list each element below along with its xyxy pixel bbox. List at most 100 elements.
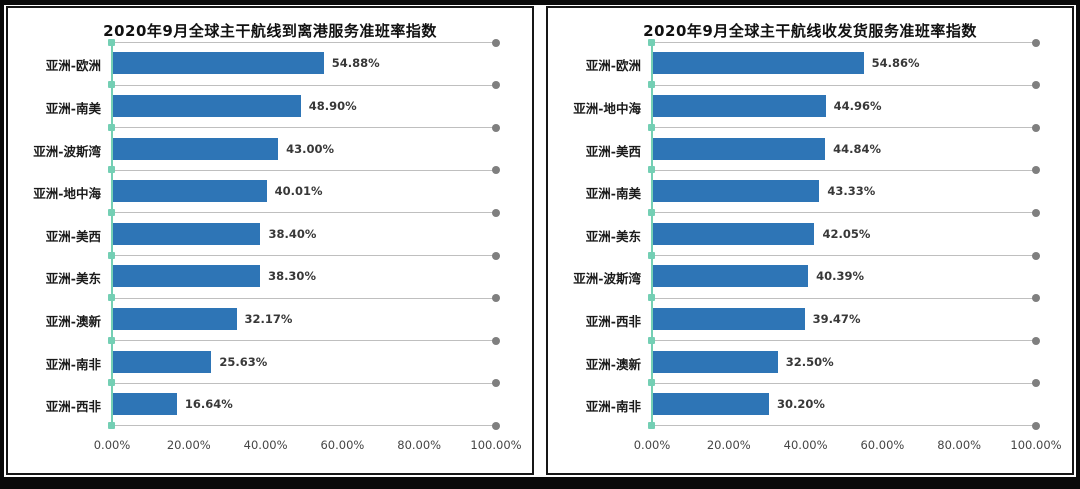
x-axis-tick-label: 0.00%	[633, 438, 671, 453]
gridline-end-dot	[492, 38, 500, 47]
y-axis-line	[111, 42, 113, 426]
gridline	[648, 123, 1040, 132]
value-label: 40.39%	[816, 269, 864, 284]
gridline	[108, 166, 500, 175]
y-axis-line	[651, 42, 653, 426]
category-label: 亚洲-美东	[45, 271, 101, 287]
gridline	[648, 336, 1040, 345]
gridline	[108, 336, 500, 345]
value-label: 38.30%	[268, 269, 316, 284]
gridline	[648, 251, 1040, 260]
bar	[113, 265, 261, 288]
category-label: 亚洲-美西	[45, 228, 101, 244]
category-label: 亚洲-南美	[585, 186, 641, 202]
category-label: 亚洲-地中海	[573, 100, 641, 116]
right-chart-plot: 亚洲-欧洲 54.86% 亚洲-地中海 44.96% 亚洲-美西 44.84% 亚洲-南美 4…	[548, 38, 1072, 473]
gridline-end-dot	[1032, 38, 1040, 47]
bar	[113, 222, 261, 245]
bar	[113, 94, 301, 117]
bar	[653, 393, 769, 416]
gridline-end-dot	[1032, 421, 1040, 430]
gridline-end-dot	[492, 421, 500, 430]
value-label: 44.84%	[833, 141, 882, 156]
gridline-end-dot	[1032, 81, 1040, 90]
gridline	[648, 294, 1040, 303]
category-label: 亚洲-澳新	[585, 356, 641, 372]
gridline-end-dot	[492, 166, 500, 175]
value-label: 39.47%	[812, 311, 861, 326]
x-axis-tick-label: 20.00%	[706, 438, 751, 453]
category-label: 亚洲-欧洲	[585, 58, 641, 74]
x-axis-tick-label: 0.00%	[93, 438, 131, 453]
left-chart-plot: 亚洲-欧洲 54.88% 亚洲-南美 48.90% 亚洲-波斯湾 43.00% 亚洲-地中海…	[8, 38, 532, 473]
gridline-end-dot	[1032, 251, 1040, 260]
category-label: 亚洲-地中海	[33, 186, 101, 202]
gridline-end-dot	[1032, 294, 1040, 303]
value-label: 30.20%	[776, 397, 825, 412]
bar	[653, 180, 820, 203]
gridline-end-dot	[492, 379, 500, 388]
category-label: 亚洲-澳新	[45, 313, 101, 329]
bar	[653, 94, 826, 117]
bar	[113, 350, 212, 373]
bar	[653, 137, 826, 160]
gridline-end-dot	[492, 251, 500, 260]
x-axis-tick-label: 60.00%	[320, 438, 365, 453]
value-label: 48.90%	[308, 98, 357, 113]
gridline-end-dot	[492, 294, 500, 303]
value-label: 32.50%	[785, 354, 834, 369]
gridline	[108, 421, 500, 430]
gridline-end-dot	[492, 208, 500, 217]
gridline	[648, 81, 1040, 90]
gridline	[648, 166, 1040, 175]
gridline	[108, 294, 500, 303]
bar	[653, 350, 778, 373]
value-label: 25.63%	[219, 354, 268, 369]
gridline	[108, 38, 500, 47]
gridline	[108, 251, 500, 260]
right-chart-title: 2020年9月全球主干航线收发货服务准班率指数	[643, 22, 977, 40]
gridline	[108, 81, 500, 90]
value-label: 43.33%	[827, 184, 876, 199]
value-label: 43.00%	[286, 141, 335, 156]
category-label: 亚洲-波斯湾	[573, 271, 641, 287]
x-axis-tick-label: 60.00%	[860, 438, 905, 453]
bar	[113, 52, 324, 75]
value-label: 54.88%	[331, 56, 380, 71]
gridline	[108, 123, 500, 132]
y-axis-tick-marker	[108, 421, 115, 429]
gridline-end-dot	[1032, 123, 1040, 132]
value-label: 40.01%	[274, 184, 323, 199]
value-label: 42.05%	[822, 226, 871, 241]
x-axis-tick-label: 80.00%	[397, 438, 442, 453]
bar	[653, 52, 864, 75]
gridline-end-dot	[492, 336, 500, 345]
value-label: 54.86%	[871, 56, 920, 71]
left-chart-card: 2020年9月全球主干航线到离港服务准班率指数 亚洲-欧洲 54.88% 亚洲-南美…	[6, 6, 534, 475]
value-label: 32.17%	[244, 311, 293, 326]
gridline	[108, 379, 500, 388]
category-label: 亚洲-美西	[585, 143, 641, 159]
category-label: 亚洲-波斯湾	[33, 143, 101, 159]
x-axis-tick-label: 80.00%	[937, 438, 982, 453]
value-label: 16.64%	[184, 397, 233, 412]
gridline-end-dot	[1032, 336, 1040, 345]
gridline-end-dot	[492, 81, 500, 90]
bar	[113, 307, 237, 330]
category-label: 亚洲-南非	[585, 399, 641, 415]
bar	[113, 137, 279, 160]
right-chart-card: 2020年9月全球主干航线收发货服务准班率指数 亚洲-欧洲 54.86% 亚洲-地中…	[546, 6, 1074, 475]
left-chart-title: 2020年9月全球主干航线到离港服务准班率指数	[103, 22, 437, 40]
bar	[113, 180, 267, 203]
gridline-end-dot	[1032, 166, 1040, 175]
bar	[653, 222, 815, 245]
category-label: 亚洲-南美	[45, 100, 101, 116]
category-label: 亚洲-西非	[45, 399, 101, 415]
category-label: 亚洲-西非	[585, 313, 641, 329]
x-axis-tick-label: 40.00%	[243, 438, 288, 453]
x-axis-tick-label: 100.00%	[1010, 438, 1062, 453]
category-label: 亚洲-欧洲	[45, 58, 101, 74]
x-axis-tick-label: 40.00%	[783, 438, 828, 453]
bar	[653, 265, 809, 288]
